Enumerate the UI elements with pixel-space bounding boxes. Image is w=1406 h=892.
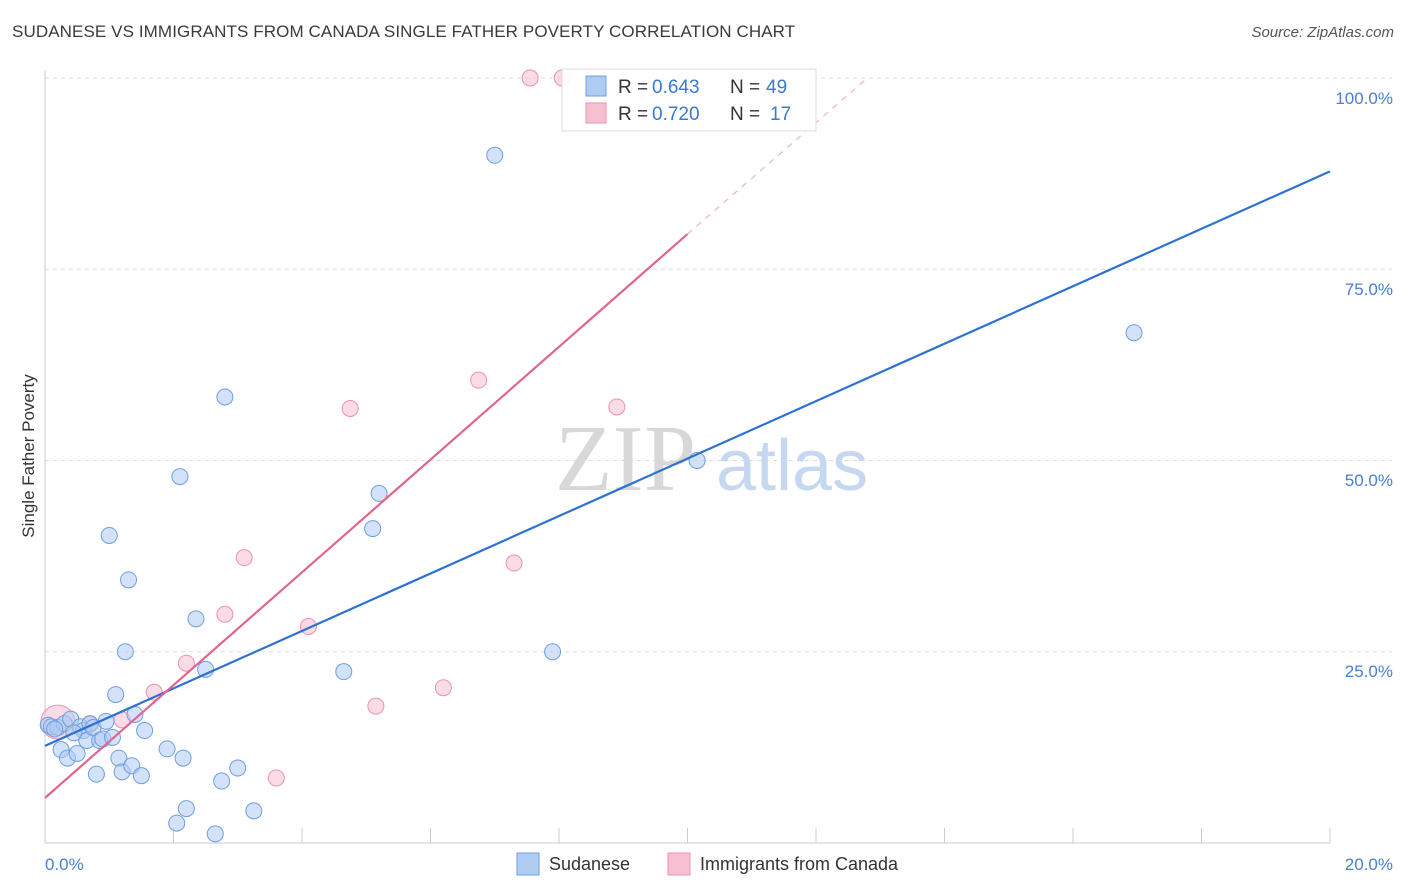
sudanese-point [187, 610, 205, 628]
sudanese-point [206, 825, 224, 843]
sudanese-point [544, 643, 562, 661]
sudanese-point [116, 643, 134, 661]
sudanese-point [486, 146, 504, 164]
sudanese-swatch [585, 75, 607, 97]
series-legend: Sudanese Immigrants from Canada [516, 852, 899, 876]
canada-point [470, 371, 488, 389]
canada-trend-extension [687, 77, 868, 235]
sudanese-point [68, 744, 86, 762]
legend-r-value: 0.643 [652, 77, 700, 98]
watermark-atlas: atlas [716, 426, 868, 506]
canada-point [505, 554, 523, 572]
sudanese-point [177, 800, 195, 818]
sudanese-point [335, 663, 353, 681]
x-tick-marks [44, 828, 1331, 843]
sudanese-point [216, 388, 234, 406]
canada-point [235, 549, 253, 567]
canada-point [521, 69, 539, 87]
y-tick-label: 75.0% [1345, 280, 1393, 299]
sudanese-point [168, 814, 186, 832]
legend-r-label: R = [618, 77, 648, 98]
y-tick-label: 100.0% [1335, 89, 1393, 108]
sudanese-point [158, 740, 176, 758]
watermark: ZIP atlas [555, 407, 868, 511]
legend-n-label: N = [730, 77, 760, 98]
sudanese-point [46, 720, 64, 738]
stats-legend: R = 0.643 N = 49 R = 0.720 N = 17 [561, 68, 817, 132]
canada-swatch [585, 102, 607, 124]
sudanese-point [174, 749, 192, 767]
y-tick-label: 50.0% [1345, 471, 1393, 490]
canada-point [177, 654, 195, 672]
sudanese-point [364, 520, 382, 538]
y-axis-label: Single Father Poverty [19, 374, 38, 538]
sudanese-point [132, 767, 150, 785]
watermark-zip: ZIP [555, 407, 696, 511]
sudanese-point [100, 526, 118, 544]
sudanese-point [229, 759, 247, 777]
legend-n-value: 17 [770, 104, 791, 125]
gridlines [45, 77, 1392, 653]
sudanese-point [120, 571, 138, 589]
canada-point [341, 399, 359, 417]
sudanese-point [136, 722, 154, 740]
sudanese-point [370, 484, 388, 502]
legend-n-label: N = [730, 104, 760, 125]
sudanese-point [87, 765, 105, 783]
x-tick-label: 0.0% [45, 855, 84, 874]
sudanese-legend-swatch [516, 852, 540, 876]
x-tick-label: 20.0% [1345, 855, 1393, 874]
canada-point [216, 605, 234, 623]
chart-title: SUDANESE VS IMMIGRANTS FROM CANADA SINGL… [12, 22, 796, 41]
canada-point [367, 697, 385, 715]
canada-point [608, 398, 626, 416]
legend-r-value: 0.720 [652, 104, 700, 125]
legend-item-canada: Immigrants from Canada [700, 854, 899, 874]
canada-point [267, 769, 285, 787]
sudanese-point [213, 772, 231, 790]
canada-legend-swatch [667, 852, 691, 876]
canada-trend-line [44, 233, 689, 799]
sudanese-point [171, 468, 189, 486]
source-label: Source: ZipAtlas.com [1251, 24, 1394, 41]
sudanese-point [1125, 324, 1143, 342]
legend-n-value: 49 [766, 77, 787, 98]
y-tick-label: 25.0% [1345, 662, 1393, 681]
canada-points [40, 69, 626, 787]
legend-item-sudanese: Sudanese [549, 854, 630, 874]
sudanese-points [39, 146, 1143, 843]
legend-r-label: R = [618, 104, 648, 125]
sudanese-trend-line [44, 170, 1331, 747]
canada-point [434, 679, 452, 697]
trend-lines [44, 77, 1331, 799]
sudanese-point [245, 802, 263, 820]
sudanese-point [107, 686, 125, 704]
